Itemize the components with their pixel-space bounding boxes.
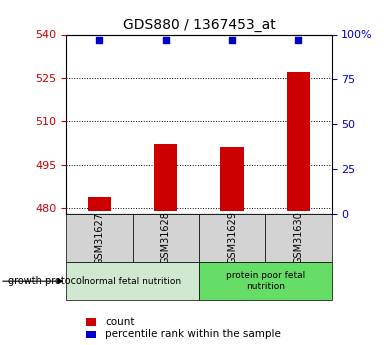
Bar <box>265 214 332 262</box>
Text: normal fetal nutrition: normal fetal nutrition <box>84 277 181 286</box>
Bar <box>220 147 244 211</box>
Point <box>163 37 169 43</box>
Text: protein poor fetal
nutrition: protein poor fetal nutrition <box>225 272 305 291</box>
Point <box>96 37 103 43</box>
Point <box>295 37 301 43</box>
Text: GSM31628: GSM31628 <box>161 211 171 265</box>
Text: GSM31630: GSM31630 <box>293 212 303 264</box>
Bar <box>199 214 265 262</box>
Bar <box>154 145 177 211</box>
Text: GSM31629: GSM31629 <box>227 211 237 265</box>
Bar <box>133 214 199 262</box>
Bar <box>66 214 133 262</box>
Text: count: count <box>105 317 135 327</box>
Bar <box>88 197 111 211</box>
Text: GSM31627: GSM31627 <box>94 211 105 265</box>
Title: GDS880 / 1367453_at: GDS880 / 1367453_at <box>122 18 275 32</box>
Text: growth protocol: growth protocol <box>8 276 84 286</box>
Bar <box>66 262 199 300</box>
Text: percentile rank within the sample: percentile rank within the sample <box>105 329 281 339</box>
Bar <box>287 72 310 211</box>
Point <box>229 37 235 43</box>
Bar <box>199 262 332 300</box>
